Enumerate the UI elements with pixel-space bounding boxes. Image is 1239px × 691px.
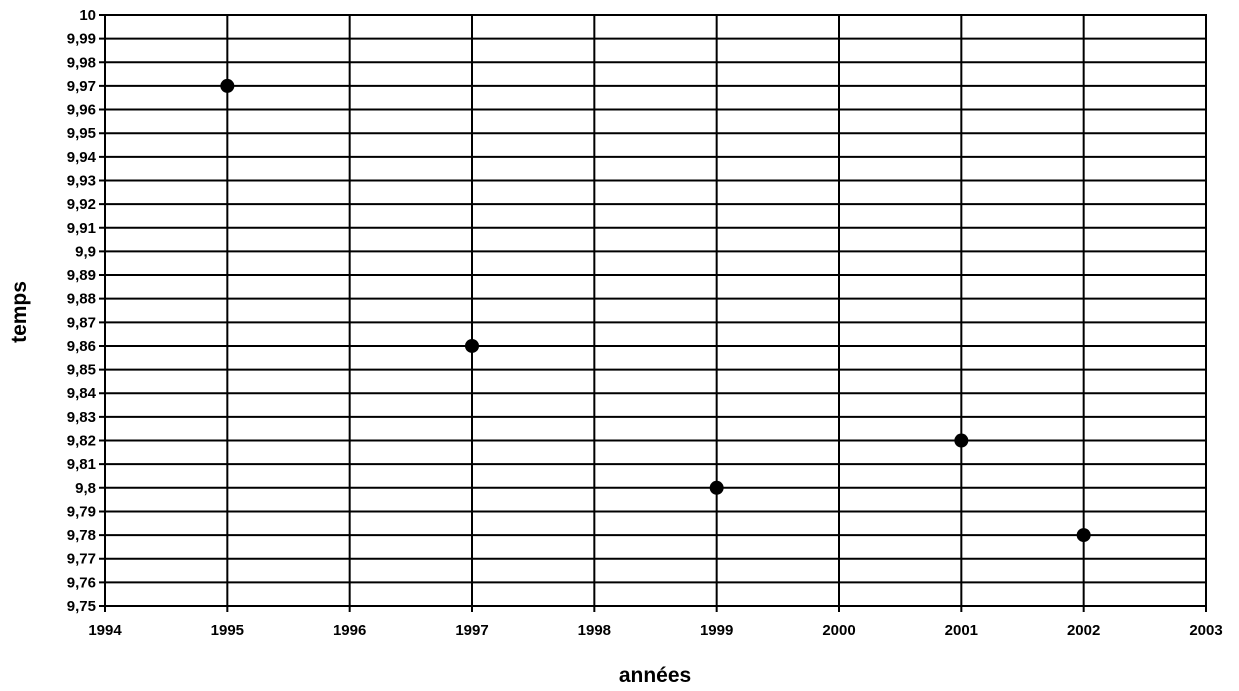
y-tick-label: 9,99 bbox=[67, 31, 96, 48]
y-tick-label: 9,75 bbox=[67, 598, 96, 615]
x-tick-label: 2002 bbox=[1067, 622, 1100, 639]
y-tick-label: 9,96 bbox=[67, 102, 96, 119]
y-tick-labels: 9,75 9,76 9,77 9,78 9,79 9,8 9,81 9,82 9,83 9,84 9… bbox=[67, 7, 97, 615]
data-points bbox=[220, 78, 1091, 543]
y-tick-label: 9,76 bbox=[67, 574, 96, 591]
y-tick-label: 9,98 bbox=[67, 54, 96, 71]
y-tick-label: 9,85 bbox=[67, 362, 96, 379]
y-tick-label: 9,88 bbox=[67, 291, 96, 308]
y-tick-label: 9,8 bbox=[75, 480, 96, 497]
x-tick-label: 1995 bbox=[211, 622, 244, 639]
x-tick-label: 2000 bbox=[822, 622, 855, 639]
x-tick-label: 1998 bbox=[578, 622, 611, 639]
y-tick-label: 9,94 bbox=[67, 149, 97, 166]
plot-frame bbox=[104, 14, 1207, 607]
y-tick-label: 9,97 bbox=[67, 78, 96, 95]
y-tick-label: 9,77 bbox=[67, 551, 96, 568]
y-tick-label: 9,92 bbox=[67, 196, 96, 213]
x-tick-label: 1994 bbox=[88, 622, 122, 639]
y-tick-label: 9,93 bbox=[67, 172, 96, 189]
x-tick-label: 1996 bbox=[333, 622, 366, 639]
y-tick-label: 9,84 bbox=[67, 385, 97, 402]
y-tick-label: 9,9 bbox=[75, 243, 96, 260]
y-tick-label: 9,82 bbox=[67, 433, 96, 450]
y-tick-label: 9,95 bbox=[67, 125, 96, 142]
x-tick-label: 1997 bbox=[455, 622, 488, 639]
y-tick-label: 9,89 bbox=[67, 267, 96, 284]
data-point bbox=[220, 78, 235, 93]
y-tick-label: 9,81 bbox=[67, 456, 96, 473]
data-point bbox=[709, 480, 724, 495]
x-axis-title: années bbox=[619, 664, 691, 687]
grid bbox=[99, 14, 1207, 612]
data-point bbox=[954, 433, 969, 448]
data-point bbox=[1076, 528, 1091, 543]
y-tick-label: 9,78 bbox=[67, 527, 96, 544]
y-tick-label: 9,86 bbox=[67, 338, 96, 355]
x-tick-label: 2001 bbox=[945, 622, 978, 639]
x-tick-label: 2003 bbox=[1189, 622, 1222, 639]
data-point bbox=[465, 338, 479, 353]
y-tick-label: 9,79 bbox=[67, 503, 96, 520]
y-axis-title: temps bbox=[8, 281, 31, 343]
x-tick-label: 1999 bbox=[700, 622, 733, 639]
y-tick-label: 10 bbox=[79, 7, 96, 24]
y-tick-label: 9,83 bbox=[67, 409, 96, 426]
x-tick-labels: 1994 1995 1996 1997 1998 1999 2000 2001 2002 2003 bbox=[88, 622, 1222, 639]
y-tick-label: 9,87 bbox=[67, 314, 96, 331]
y-tick-label: 9,91 bbox=[67, 220, 96, 237]
